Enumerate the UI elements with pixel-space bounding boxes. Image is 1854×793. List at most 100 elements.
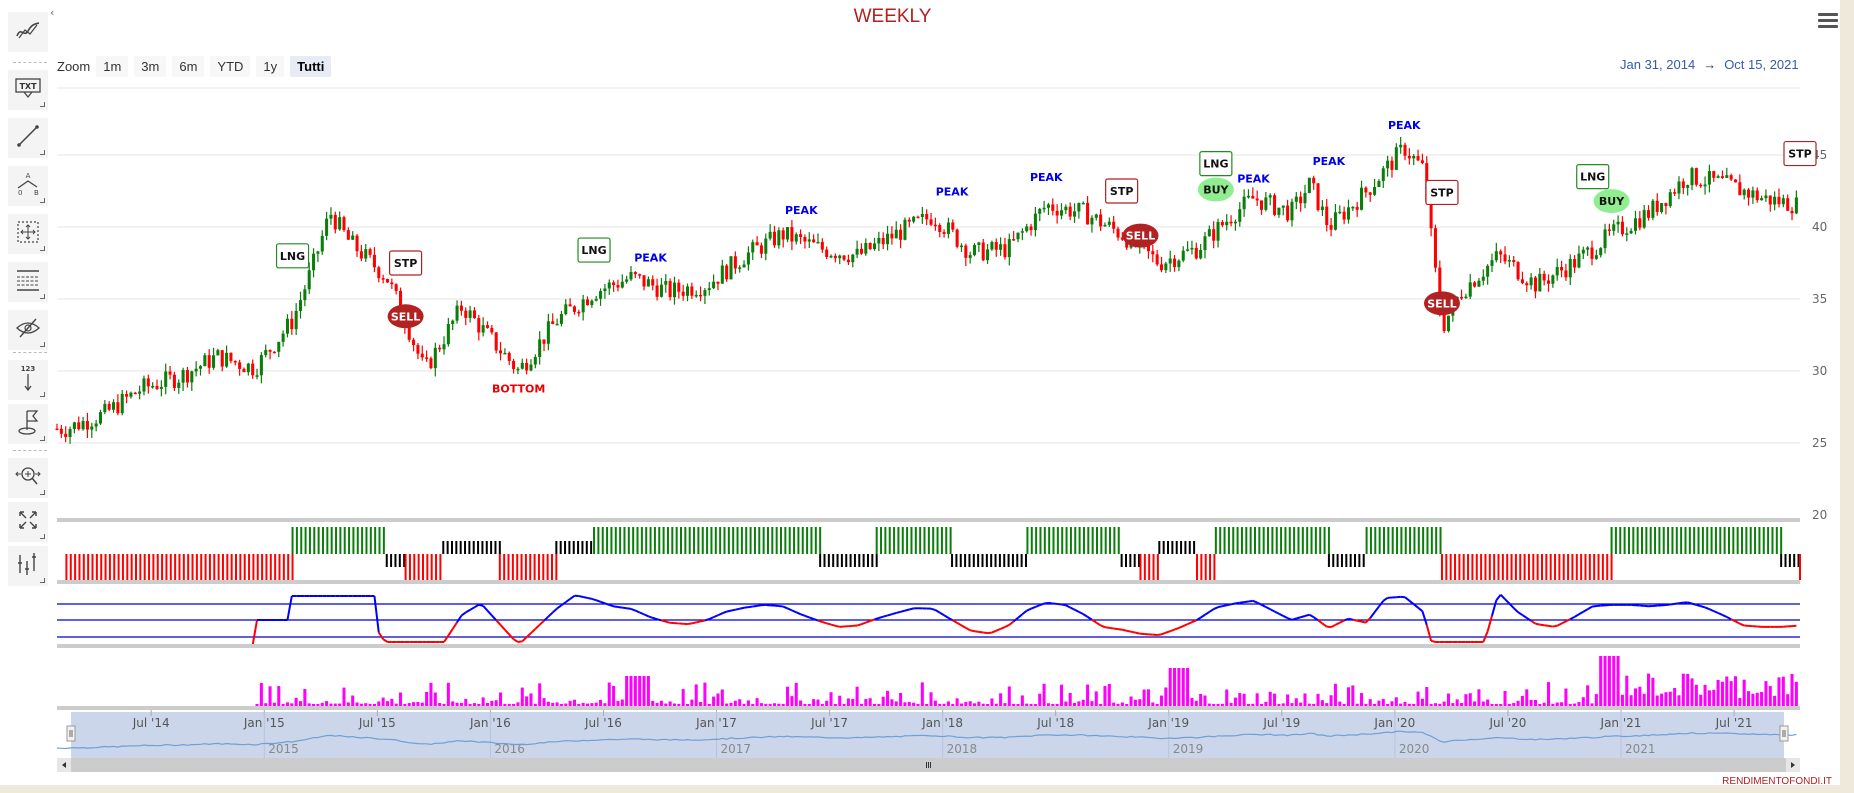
candle[interactable] [1494, 242, 1498, 263]
candle[interactable] [325, 211, 329, 241]
lng-marker[interactable]: LNG [1199, 151, 1233, 177]
candle[interactable] [1586, 246, 1590, 256]
candle[interactable] [1681, 178, 1685, 195]
stp-marker[interactable]: STP [1105, 178, 1139, 204]
candle[interactable] [133, 391, 137, 395]
candle[interactable] [1673, 188, 1677, 197]
candle[interactable] [372, 247, 376, 273]
candle[interactable] [1699, 183, 1703, 188]
candle[interactable] [1081, 201, 1085, 205]
candle[interactable] [485, 321, 490, 329]
candle[interactable] [977, 241, 981, 253]
candle[interactable] [1507, 255, 1511, 268]
candle[interactable] [77, 416, 81, 431]
candle[interactable] [1542, 270, 1546, 286]
candle[interactable] [751, 239, 755, 261]
candle[interactable] [1316, 183, 1320, 212]
candle[interactable] [564, 299, 568, 316]
candle[interactable] [655, 278, 659, 301]
candle[interactable] [225, 345, 229, 368]
candle[interactable] [1155, 249, 1159, 267]
candle[interactable] [212, 347, 216, 370]
sell-marker[interactable]: SELL [1122, 223, 1159, 248]
candle[interactable] [1307, 177, 1311, 194]
candle[interactable] [172, 371, 176, 391]
candle[interactable] [1668, 188, 1672, 208]
candle[interactable] [1520, 271, 1524, 285]
candle[interactable] [338, 211, 342, 231]
lng-marker[interactable]: LNG [577, 237, 611, 263]
candle[interactable] [1607, 223, 1611, 236]
candle[interactable] [746, 246, 750, 271]
candle[interactable] [716, 281, 720, 291]
candle[interactable] [112, 399, 116, 413]
candle[interactable] [981, 238, 985, 262]
candle[interactable] [1116, 226, 1120, 241]
candle[interactable] [1568, 254, 1572, 285]
candle[interactable] [64, 426, 68, 443]
candle[interactable] [1107, 217, 1111, 227]
peak-label[interactable]: PEAK [1388, 119, 1421, 132]
candle[interactable] [329, 207, 333, 225]
candle[interactable] [551, 313, 555, 325]
candle[interactable] [964, 243, 968, 267]
candle[interactable] [1712, 170, 1716, 182]
candle[interactable] [1707, 164, 1711, 193]
candle[interactable] [1664, 202, 1668, 215]
stp-marker[interactable]: STP [1783, 140, 1817, 167]
candle[interactable] [1786, 194, 1790, 211]
candle[interactable] [938, 223, 942, 238]
candle[interactable] [916, 215, 920, 219]
candle[interactable] [477, 314, 481, 341]
candle[interactable] [868, 242, 872, 251]
candle[interactable] [312, 248, 316, 278]
candle[interactable] [786, 227, 790, 243]
candle[interactable] [838, 254, 842, 265]
candle[interactable] [1255, 190, 1259, 207]
candle[interactable] [216, 348, 220, 356]
candle[interactable] [1303, 184, 1307, 209]
candle[interactable] [1703, 176, 1707, 195]
candle[interactable] [959, 243, 963, 252]
candle[interactable] [120, 389, 124, 416]
navigator-left-handle[interactable] [66, 725, 76, 742]
candle[interactable] [316, 250, 320, 263]
candle[interactable] [1599, 247, 1603, 258]
candle[interactable] [1033, 206, 1037, 237]
candle[interactable] [1616, 215, 1620, 233]
candle[interactable] [1216, 218, 1220, 248]
candle[interactable] [912, 215, 916, 224]
candle[interactable] [281, 330, 285, 347]
candle[interactable] [1281, 205, 1285, 216]
candle[interactable] [1755, 187, 1759, 203]
candle[interactable] [572, 305, 576, 315]
candle[interactable] [320, 230, 324, 255]
candle[interactable] [1538, 268, 1542, 292]
candle[interactable] [1512, 255, 1516, 267]
candle[interactable] [729, 256, 733, 280]
candle[interactable] [1364, 186, 1368, 198]
candle[interactable] [546, 313, 550, 351]
candle[interactable] [1277, 207, 1281, 218]
candle[interactable] [520, 358, 524, 370]
candle[interactable] [90, 422, 94, 438]
peak-label[interactable]: PEAK [1237, 172, 1270, 185]
candle[interactable] [990, 240, 994, 252]
candle[interactable] [507, 351, 511, 366]
candle[interactable] [664, 274, 668, 293]
candle[interactable] [155, 379, 159, 391]
candle[interactable] [1294, 191, 1298, 210]
candle[interactable] [833, 253, 837, 263]
candle[interactable] [1099, 209, 1103, 232]
candle[interactable] [899, 224, 903, 249]
flag-tool-button[interactable] [8, 404, 48, 444]
peak-label[interactable]: PEAK [936, 185, 969, 198]
candle[interactable] [799, 229, 803, 245]
candle[interactable] [759, 242, 763, 259]
candle[interactable] [359, 244, 363, 262]
candle[interactable] [1025, 223, 1029, 233]
candle[interactable] [190, 370, 194, 391]
candle[interactable] [599, 288, 603, 306]
candle[interactable] [1555, 258, 1559, 281]
candle[interactable] [1386, 155, 1390, 177]
